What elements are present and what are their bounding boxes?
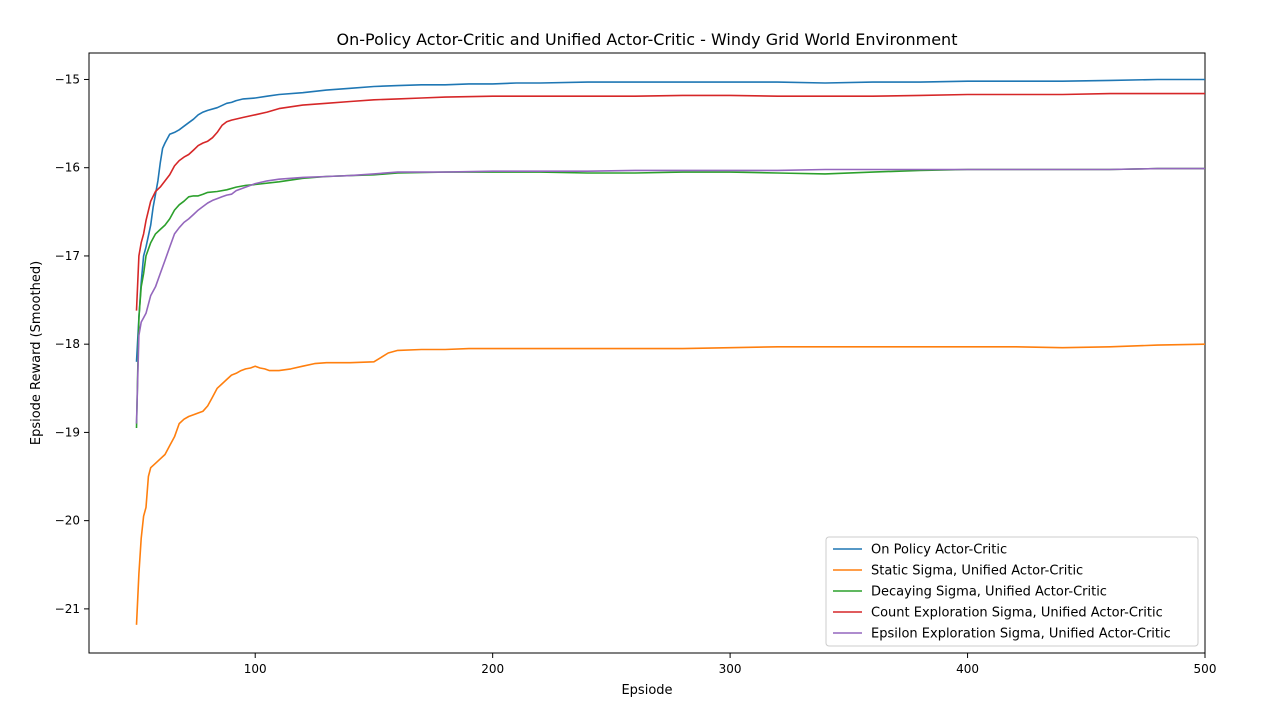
- legend-box: [825, 536, 1199, 647]
- y-tick-label: −18: [55, 337, 80, 351]
- x-tick-label: 100: [244, 662, 267, 676]
- series-line-3: [135, 167, 1205, 429]
- y-axis: −21 −20 −19 −18 −17 −16 −15: [55, 72, 89, 616]
- x-tick-label: 300: [719, 662, 742, 676]
- y-tick-label: −19: [55, 425, 80, 439]
- y-tick-label: −16: [55, 161, 80, 175]
- series-layer: [135, 78, 1206, 625]
- legend-label: Static Sigma, Unified Actor-Critic: [871, 564, 1083, 579]
- series-line-1: [135, 78, 1205, 362]
- legend-label: On Policy Actor-Critic: [871, 543, 1007, 558]
- x-axis: 100 200 300 400 500: [244, 653, 1217, 676]
- plot-frame: [88, 52, 1206, 654]
- legend-label: Count Exploration Sigma, Unified Actor-C…: [871, 606, 1163, 621]
- plot-area: [88, 52, 1206, 654]
- chart-title: On-Policy Actor-Critic and Unified Actor…: [337, 30, 958, 49]
- series-line-5: [135, 167, 1205, 424]
- legend: On Policy Actor-Critic Static Sigma, Unif…: [825, 536, 1199, 647]
- legend-label: Decaying Sigma, Unified Actor-Critic: [871, 585, 1107, 600]
- x-tick-label: 500: [1194, 662, 1217, 676]
- legend-label: Epsilon Exploration Sigma, Unified Actor…: [871, 627, 1171, 642]
- y-axis-label: Epsiode Reward (Smoothed): [29, 261, 44, 445]
- y-tick-label: −21: [55, 602, 80, 616]
- x-tick-label: 200: [481, 662, 504, 676]
- y-tick-label: −17: [55, 249, 80, 263]
- series-line-2: [135, 343, 1206, 625]
- x-axis-label: Epsiode: [621, 683, 672, 698]
- series-line-4: [135, 92, 1205, 311]
- y-tick-label: −15: [55, 72, 80, 86]
- y-tick-label: −20: [55, 514, 80, 528]
- x-tick-label: 400: [956, 662, 979, 676]
